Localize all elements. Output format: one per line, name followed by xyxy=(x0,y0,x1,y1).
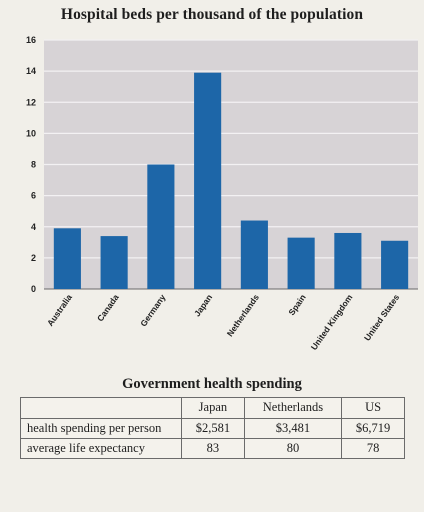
column-header-netherlands: Netherlands xyxy=(243,397,343,419)
column-header-us: US xyxy=(341,397,405,419)
y-tick-label: 2 xyxy=(31,253,36,263)
cell-us-spending: $6,719 xyxy=(341,418,405,439)
y-tick-label: 10 xyxy=(26,128,36,138)
health-spending-table: Japan Netherlands US health spending per… xyxy=(20,397,405,459)
bar-united-states xyxy=(381,240,409,289)
bar-germany xyxy=(147,164,175,289)
bar-chart: 0 2 4 6 8 10 12 14 16 Australia Canada Germany Japan… xyxy=(26,35,418,352)
row-label-life-expectancy: average life expectancy xyxy=(20,438,182,459)
cell-japan-life-expectancy: 83 xyxy=(181,438,245,459)
y-tick-label: 16 xyxy=(26,35,36,45)
cell-netherlands-life-expectancy: 80 xyxy=(243,438,343,459)
x-tick-label: Germany xyxy=(138,292,167,328)
table-corner-cell xyxy=(20,397,182,419)
table-title: Government health spending xyxy=(122,376,302,392)
x-tick-label: Netherlands xyxy=(225,292,262,338)
x-tick-label: Japan xyxy=(192,292,214,318)
x-tick-label: United Kingdom xyxy=(309,292,355,352)
table-row: average life expectancy 83 80 78 xyxy=(20,438,405,459)
table-row: health spending per person $2,581 $3,481… xyxy=(20,418,405,439)
cell-japan-spending: $2,581 xyxy=(181,418,245,439)
cell-netherlands-spending: $3,481 xyxy=(243,418,343,439)
y-tick-label: 6 xyxy=(31,191,36,201)
bar-netherlands xyxy=(240,220,268,289)
cell-us-life-expectancy: 78 xyxy=(341,438,405,459)
x-tick-label: Canada xyxy=(95,292,121,323)
x-tick-label: United States xyxy=(362,292,402,342)
bar-united-kingdom xyxy=(334,232,362,289)
x-tick-label: Spain xyxy=(286,292,307,317)
bar-canada xyxy=(100,236,128,289)
bar-spain xyxy=(287,237,315,289)
y-tick-label: 12 xyxy=(26,97,36,107)
y-tick-label: 14 xyxy=(26,66,36,76)
row-label-health-spending: health spending per person xyxy=(20,418,182,439)
table-header-row: Japan Netherlands US xyxy=(20,397,405,419)
y-tick-label: 0 xyxy=(31,284,36,294)
bar-australia xyxy=(53,228,81,289)
bar-japan xyxy=(194,72,222,290)
y-tick-label: 4 xyxy=(31,222,36,232)
column-header-japan: Japan xyxy=(181,397,245,419)
chart-title: Hospital beds per thousand of the popula… xyxy=(60,6,364,23)
y-tick-label: 8 xyxy=(31,160,36,170)
x-tick-label: Australia xyxy=(45,292,74,328)
